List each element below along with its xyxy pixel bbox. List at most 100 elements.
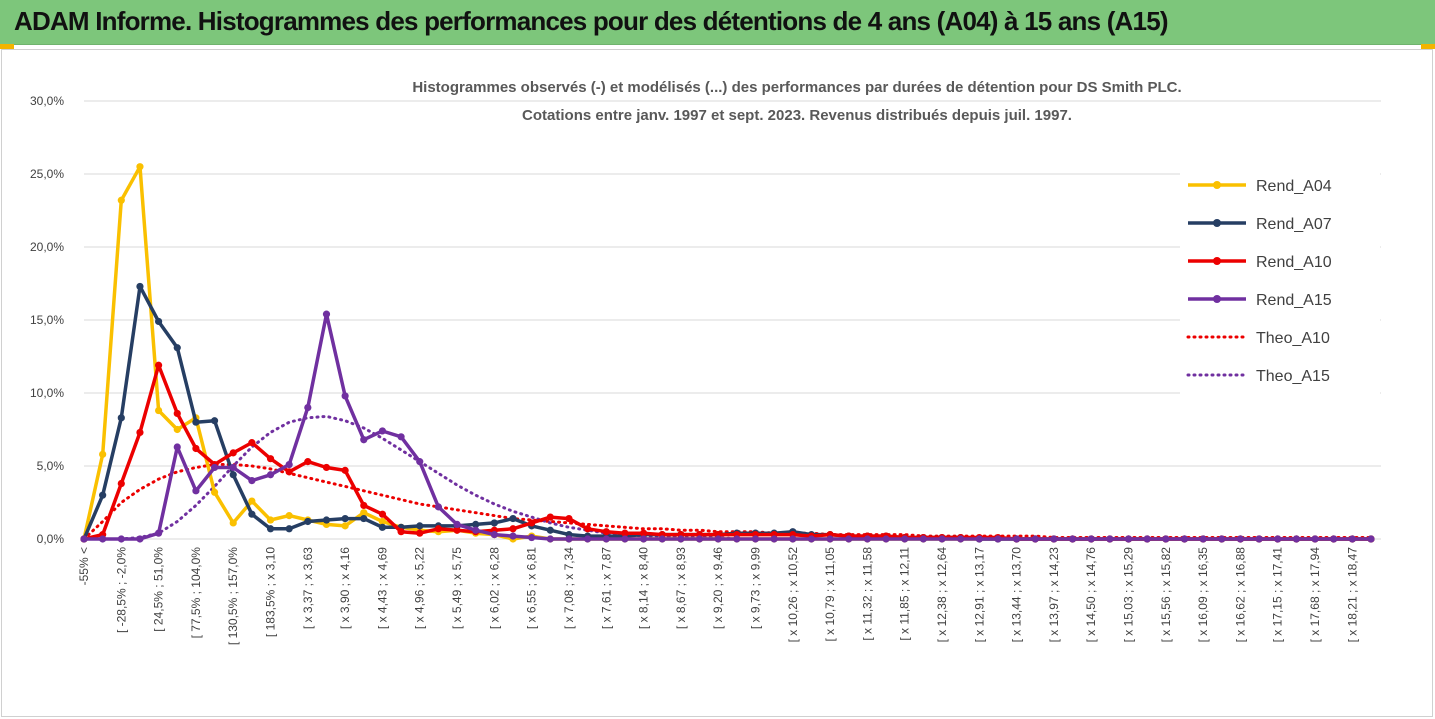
- x-tick-label: [ x 8,67 ; x 8,93: [674, 547, 688, 629]
- x-tick-label: [ x 12,38 ; x 12,64: [935, 547, 949, 643]
- data-point: [285, 460, 293, 469]
- data-point: [360, 514, 368, 523]
- data-point: [714, 535, 722, 543]
- data-point: [1330, 535, 1338, 543]
- data-point: [639, 535, 648, 543]
- x-tick-label: [ x 15,56 ; x 15,82: [1159, 547, 1173, 643]
- data-point: [1068, 535, 1077, 543]
- data-point: [173, 443, 181, 451]
- data-point: [453, 526, 461, 534]
- data-point: [1013, 535, 1021, 543]
- data-point: [285, 468, 293, 476]
- chart-title-line-1: Histogrammes observés (-) et modélisés (…: [412, 79, 1181, 96]
- y-tick-label: 0,0%: [37, 532, 65, 546]
- x-tick-label: [ x 3,37 ; x 3,63: [301, 547, 315, 629]
- x-tick-label: [ x 17,68 ; x 17,94: [1308, 547, 1322, 643]
- data-point: [229, 449, 237, 457]
- data-point: [192, 418, 200, 426]
- data-point: [546, 535, 554, 543]
- data-point: [602, 535, 610, 543]
- data-point: [266, 471, 275, 479]
- data-point: [136, 282, 144, 291]
- data-point: [658, 535, 666, 543]
- data-point: [378, 510, 387, 518]
- data-point: [117, 196, 125, 204]
- data-point: [919, 535, 927, 543]
- data-point: [1292, 535, 1300, 543]
- data-point: [192, 487, 200, 495]
- x-tick-label: [ x 6,02 ; x 6,28: [487, 547, 501, 629]
- data-point: [434, 525, 442, 533]
- data-point: [117, 479, 125, 488]
- data-point: [360, 509, 368, 517]
- data-point: [397, 528, 405, 536]
- legend-label: Rend_A04: [1256, 178, 1332, 195]
- data-point: [938, 535, 946, 543]
- corner-mark-right: [1421, 44, 1435, 49]
- data-point: [1218, 535, 1226, 543]
- y-axis-ticks: 0,0% 5,0% 10,0% 15,0% 20,0% 25,0% 30,0%: [30, 94, 64, 546]
- data-point: [155, 361, 163, 369]
- data-point: [155, 406, 163, 415]
- y-tick-label: 30,0%: [30, 94, 64, 108]
- data-point: [602, 528, 610, 536]
- x-tick-label: [ x 12,91 ; x 13,17: [972, 547, 986, 643]
- data-point: [80, 535, 88, 543]
- x-tick-label: [ -28,5% ; -2,0%: [114, 547, 128, 633]
- x-tick-label: [ x 3,90 ; x 4,16: [338, 547, 352, 629]
- data-point: [807, 535, 816, 543]
- y-tick-label: 5,0%: [37, 459, 65, 473]
- data-point: [341, 392, 349, 400]
- data-point: [378, 523, 387, 531]
- x-tick-label: [ x 14,50 ; x 14,76: [1084, 547, 1098, 643]
- data-point: [210, 488, 219, 496]
- legend-label: Rend_A15: [1256, 292, 1332, 309]
- data-point: [490, 519, 498, 527]
- data-point: [770, 535, 778, 543]
- data-point: [1255, 535, 1263, 543]
- data-point: [322, 310, 331, 318]
- data-point: [360, 436, 368, 444]
- x-tick-label: [ x 18,21 ; x 18,47: [1345, 547, 1359, 643]
- data-point: [1180, 535, 1189, 543]
- data-point: [863, 535, 871, 543]
- data-point: [1348, 535, 1356, 543]
- legend-marker: [1213, 219, 1221, 227]
- data-point: [677, 535, 685, 543]
- data-point: [117, 535, 125, 543]
- data-point: [472, 520, 480, 528]
- data-point: [621, 535, 629, 543]
- x-tick-label: [ x 15,03 ; x 15,29: [1122, 547, 1136, 643]
- data-point: [360, 501, 368, 510]
- series-line: [82, 414, 1373, 541]
- data-point: [453, 520, 461, 528]
- data-point: [285, 525, 293, 533]
- data-point: [882, 535, 890, 543]
- x-tick-label: [ x 5,49 ; x 5,75: [450, 547, 464, 629]
- data-point: [341, 522, 349, 530]
- data-point: [509, 532, 517, 540]
- data-point: [322, 463, 331, 472]
- data-point: [845, 535, 853, 543]
- x-tick-label: [ x 16,62 ; x 16,88: [1233, 547, 1247, 643]
- legend-background: [1180, 166, 1380, 396]
- data-point: [789, 535, 797, 543]
- data-point: [490, 531, 498, 539]
- data-point: [378, 517, 387, 526]
- data-point: [584, 535, 592, 543]
- data-point: [229, 463, 237, 472]
- data-point: [434, 503, 442, 511]
- x-tick-label: [ x 13,44 ; x 13,70: [1010, 547, 1024, 643]
- data-point: [565, 535, 573, 543]
- x-tick-label: [ x 4,43 ; x 4,69: [375, 547, 389, 629]
- data-point: [751, 535, 760, 543]
- x-tick-label: [ 183,5% ; x 3,10: [264, 547, 278, 637]
- data-point: [285, 512, 293, 520]
- x-tick-label: [ 77,5% ; 104,0%: [189, 547, 203, 639]
- data-point: [957, 535, 965, 543]
- data-point: [304, 517, 312, 526]
- data-point: [1050, 535, 1058, 543]
- data-point: [528, 519, 536, 527]
- x-tick-label: [ x 11,32 ; x 11,58: [860, 547, 874, 641]
- data-point: [266, 525, 275, 533]
